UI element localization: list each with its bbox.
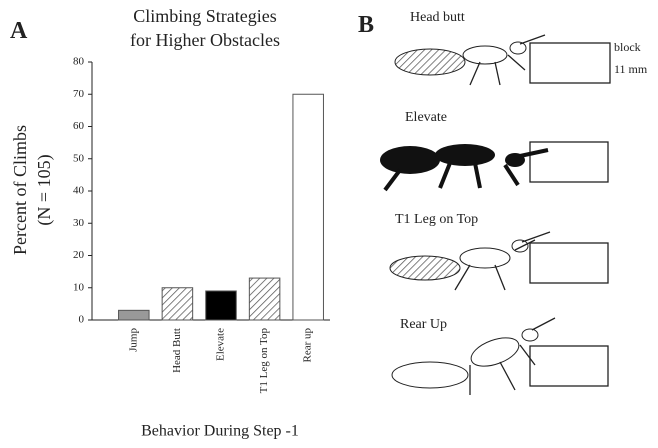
y-tick-label: 20 bbox=[73, 249, 85, 261]
x-axis-label: Behavior During Step -1 bbox=[141, 423, 299, 440]
y-tick-label: 10 bbox=[73, 281, 85, 293]
y-tick-label: 0 bbox=[79, 314, 85, 326]
y-tick-label: 70 bbox=[73, 88, 85, 100]
bar bbox=[293, 94, 324, 320]
y-tick-label: 80 bbox=[73, 56, 85, 68]
block-label: block bbox=[614, 40, 641, 54]
y-axis-label: (N = 105) bbox=[34, 154, 55, 225]
image-label: Elevate bbox=[405, 110, 447, 125]
image-label: Rear Up bbox=[400, 317, 447, 332]
chart-title: for Higher Obstacles bbox=[130, 30, 280, 50]
bar bbox=[162, 288, 193, 320]
x-tick-label: Head Butt bbox=[171, 328, 183, 373]
image-label: Head butt bbox=[410, 10, 465, 25]
bar bbox=[119, 310, 150, 320]
panel-b: Head butt Elevate T1 Leg on Top Rear Up … bbox=[380, 10, 648, 395]
y-tick-label: 30 bbox=[73, 217, 85, 229]
image-label: T1 Leg on Top bbox=[395, 212, 478, 227]
x-tick-label: Rear up bbox=[302, 328, 314, 363]
x-tick-label: Elevate bbox=[215, 328, 227, 361]
block-size: 11 mm bbox=[614, 62, 648, 76]
x-tick-label: T1 Leg on Top bbox=[258, 328, 270, 394]
plot: 0 10 20 30 40 50 60 70 80 Jump Head Butt Elevate T1 … bbox=[73, 56, 330, 394]
bar bbox=[249, 278, 280, 320]
x-tick-label: Jump bbox=[127, 328, 139, 352]
y-tick-label: 50 bbox=[73, 152, 85, 164]
panel-label: B bbox=[358, 12, 374, 38]
y-axis-label: Percent of Climbs bbox=[10, 125, 30, 255]
y-tick-label: 40 bbox=[73, 185, 85, 197]
y-tick-label: 60 bbox=[73, 120, 85, 132]
chart-title: Climbing Strategies bbox=[133, 6, 277, 26]
figure: A B Climbing Strategies for Higher Obsta… bbox=[0, 0, 658, 448]
bar bbox=[206, 291, 237, 320]
panel-label: A bbox=[10, 18, 28, 44]
